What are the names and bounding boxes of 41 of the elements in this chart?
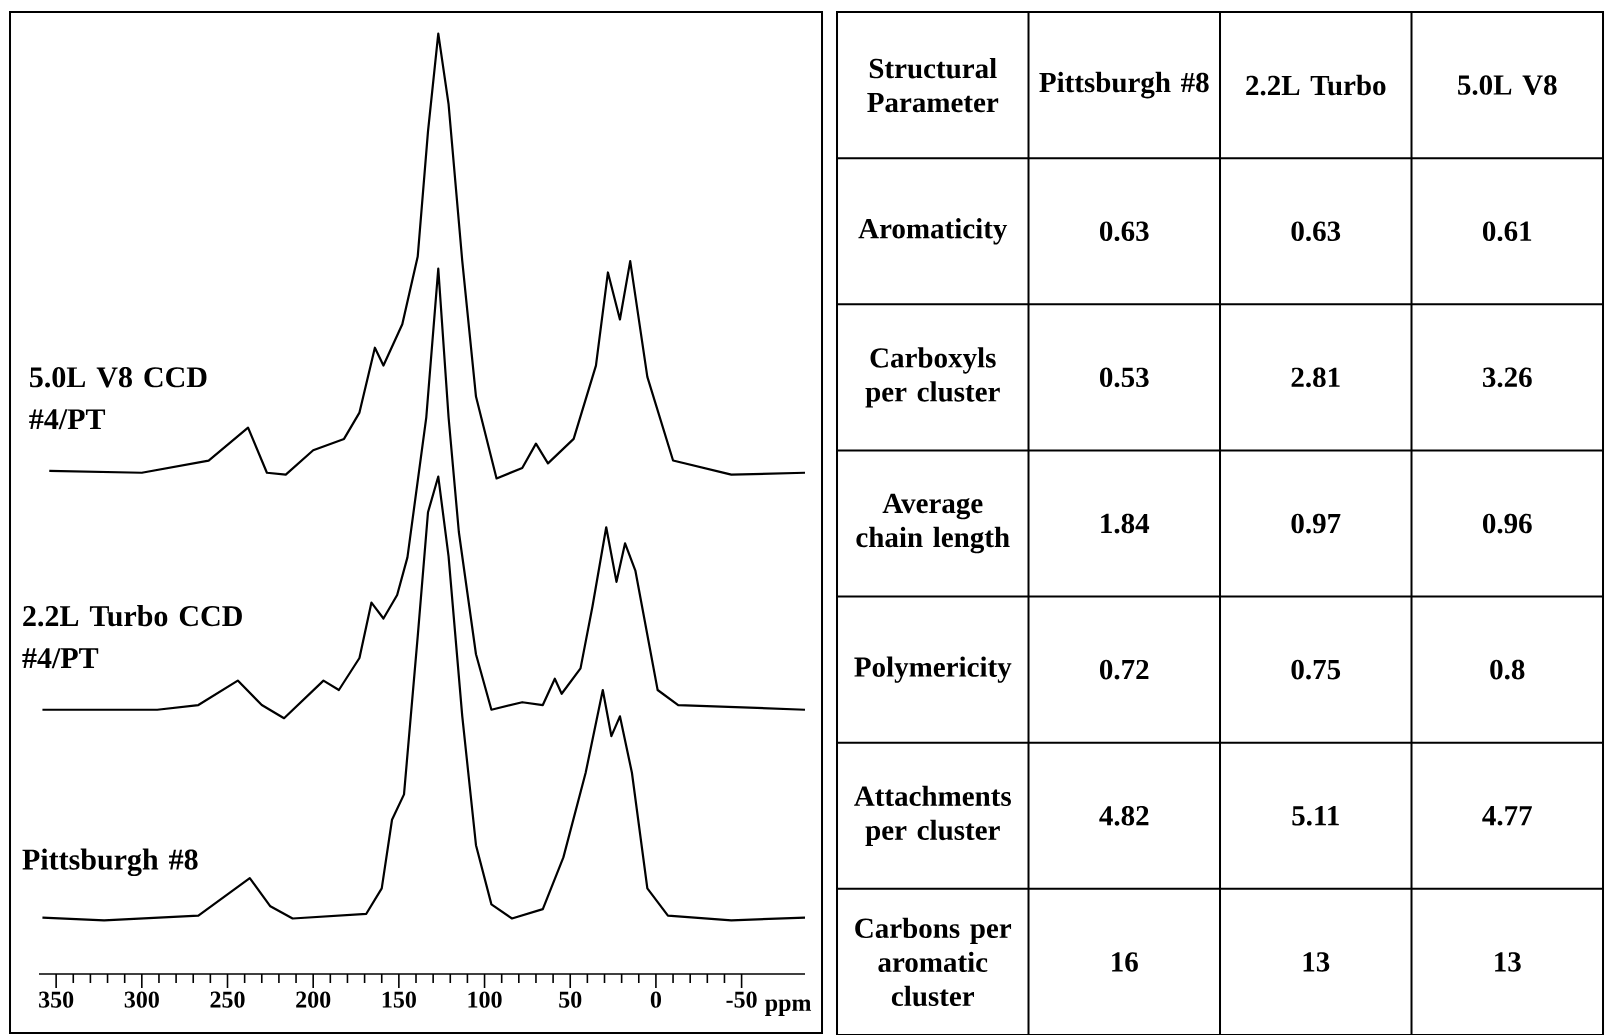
data-label: 16 <box>1112 952 1138 972</box>
series-label: Pittsburgh #8 <box>22 848 198 877</box>
data-label: 13 <box>1495 952 1521 972</box>
series-label: 2.2L Turbo CCD #4/PT <box>22 605 242 669</box>
x-tick-label: 350 <box>39 991 74 1008</box>
data-label: 0.61 <box>1482 221 1532 242</box>
x-tick-label: 100 <box>468 991 502 1008</box>
y-axis-title: Structural Parameter <box>867 57 999 113</box>
data-label: 1.84 <box>1101 513 1150 534</box>
x-tick-label: 5.0L V8 <box>1458 75 1557 95</box>
x-tick-label: 2.2L Turbo <box>1246 74 1386 96</box>
y-tick-label: Carboxyls per cluster <box>865 347 1000 408</box>
data-label: 0.97 <box>1291 513 1341 534</box>
y-tick-label: Aromaticity <box>858 218 1008 245</box>
data-label: 0.72 <box>1099 659 1149 680</box>
x-tick-label: Pittsburgh #8 <box>1039 71 1209 99</box>
data-label: 4.82 <box>1099 805 1149 826</box>
y-tick-label: Attachments per cluster <box>854 785 1011 846</box>
data-label: 0.53 <box>1099 367 1149 388</box>
y-tick-label: Average chain length <box>856 493 1010 554</box>
x-tick-label: 250 <box>210 991 245 1008</box>
data-label: 3.26 <box>1482 367 1532 388</box>
y-tick-label: Carbons per aromatic cluster <box>855 917 1012 1007</box>
data-label: 2.81 <box>1291 367 1340 388</box>
data-label: 0.75 <box>1291 659 1341 680</box>
series-label: 5.0L V8 CCD #4/PT <box>29 367 207 430</box>
data-label: 0.8 <box>1490 659 1525 680</box>
data-label: 0.96 <box>1482 513 1532 534</box>
x-tick-label: 200 <box>296 991 331 1008</box>
x-tick-label: 150 <box>382 991 416 1008</box>
data-label: 5.11 <box>1292 806 1339 826</box>
x-tick-label: 50 <box>559 991 582 1008</box>
x-tick-label: -50 <box>726 991 757 1008</box>
data-label: 0.63 <box>1099 221 1149 242</box>
x-axis-title: ppm <box>765 999 812 1016</box>
y-tick-label: Polymericity <box>854 656 1012 683</box>
x-tick-label: 300 <box>124 991 159 1008</box>
data-label: 13 <box>1303 952 1330 972</box>
data-label: 4.77 <box>1482 806 1532 826</box>
x-tick-label: 0 <box>650 991 662 1008</box>
data-label: 0.63 <box>1291 221 1341 242</box>
